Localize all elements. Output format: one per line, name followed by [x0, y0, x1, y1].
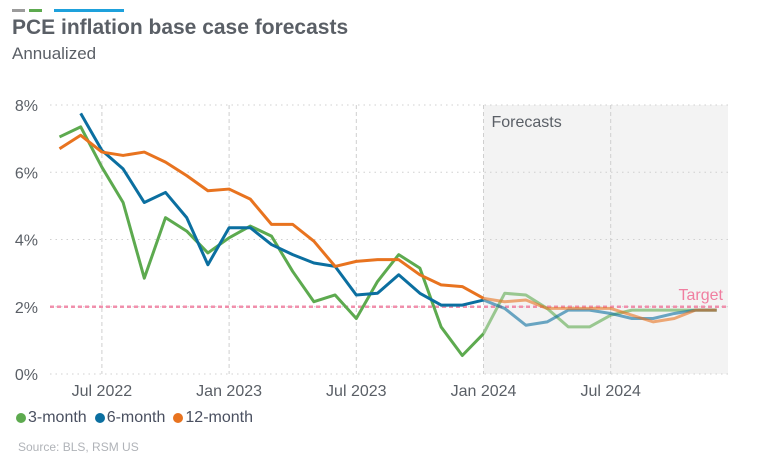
- x-tick-label: Jan 2024: [451, 383, 517, 400]
- header-bar-green: [29, 9, 42, 12]
- header-bar-gray: [12, 9, 25, 12]
- legend-dot-icon: [16, 413, 26, 423]
- series-line-six_month-actual: [79, 112, 484, 307]
- legend-label: 6-month: [106, 409, 166, 426]
- forecast-label: Forecasts: [492, 114, 562, 131]
- series-line-three_month-forecast: [482, 291, 717, 335]
- series-line-twelve_month-forecast: [483, 296, 717, 324]
- x-tick-label: Jan 2023: [196, 383, 262, 400]
- y-tick-label: 2%: [15, 300, 38, 317]
- legend: 3-month 6-month 12-month: [16, 409, 253, 427]
- legend-item-6-month[interactable]: 6-month: [94, 409, 166, 427]
- chart-title: PCE inflation base case forecasts: [12, 16, 349, 39]
- y-tick-label: 8%: [15, 98, 38, 115]
- y-tick-label: 6%: [15, 165, 38, 182]
- x-tick-label: Jul 2022: [72, 383, 133, 400]
- legend-label: 3-month: [28, 409, 87, 426]
- y-tick-label: 0%: [15, 367, 38, 384]
- header-bar-blue: [54, 9, 124, 12]
- target-label: Target: [679, 287, 724, 304]
- legend-dot-icon: [94, 413, 105, 423]
- source-note: Source: BLS, RSM US: [18, 440, 139, 454]
- legend-dot-icon: [173, 413, 184, 423]
- series-line-six_month-forecast: [482, 298, 717, 327]
- y-tick-label: 4%: [15, 233, 38, 250]
- x-tick-label: Jul 2023: [326, 383, 387, 400]
- series-line-twelve_month-actual: [58, 133, 485, 300]
- legend-item-12-month[interactable]: 12-month: [173, 409, 253, 427]
- x-tick-label: Jul 2024: [580, 383, 641, 400]
- legend-item-3-month[interactable]: 3-month: [16, 409, 87, 427]
- series-line-three_month-actual: [58, 125, 485, 358]
- legend-label: 12-month: [185, 409, 253, 426]
- chart-subtitle: Annualized: [12, 44, 97, 63]
